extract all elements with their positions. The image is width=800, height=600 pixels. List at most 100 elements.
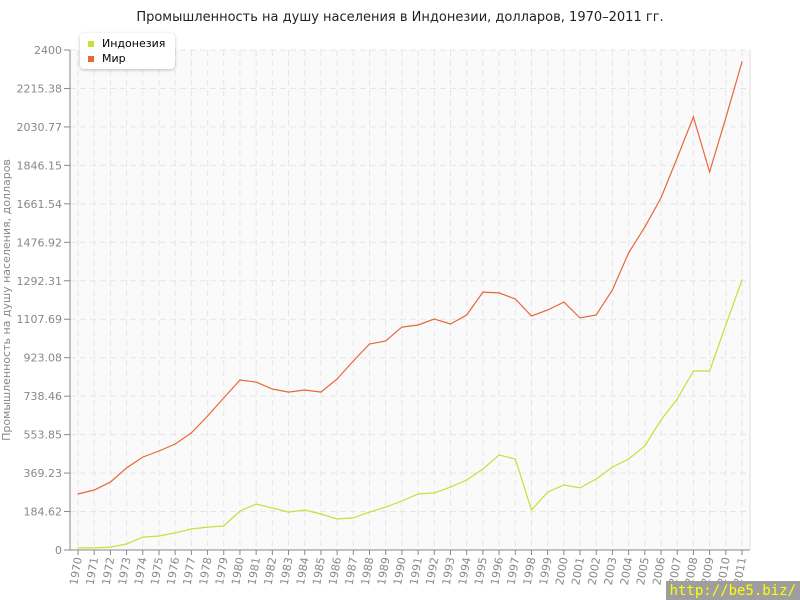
chart-title: Промышленность на душу населения в Индон… [136,10,664,25]
data-point [514,298,516,300]
data-point [401,500,403,502]
legend: Индонезия Мир [80,33,176,69]
data-point [336,518,338,520]
y-tick-label: 1846.15 [17,159,63,172]
x-tick-label: 1971 [83,556,101,586]
data-point [287,511,290,513]
data-point [142,536,144,538]
x-tick-label: 2001 [569,556,587,586]
data-point [466,314,468,316]
x-tick-label: 1990 [391,556,409,586]
data-point [547,491,549,493]
data-point [271,388,273,390]
y-tick-label: 1107.69 [17,313,63,326]
data-point [660,197,662,199]
data-point [498,292,500,294]
data-point [401,326,403,328]
data-point [530,509,533,511]
data-point [466,479,468,481]
data-point [304,509,306,511]
data-point [368,343,371,345]
data-point [239,510,241,512]
data-point [676,398,678,400]
data-point [628,252,630,254]
y-tick-label: 1661.54 [17,198,63,211]
data-point [271,507,273,509]
x-tick-label: 1973 [116,556,134,586]
data-point [741,61,743,63]
data-point [304,389,306,391]
data-point [255,381,257,383]
y-tick-label: 2215.38 [17,82,63,95]
data-point [352,517,354,519]
data-point [206,415,209,417]
data-point [563,301,565,303]
y-tick-label: 738.46 [24,390,63,403]
data-point [77,493,79,495]
x-tick-label: 1996 [488,556,506,586]
data-point [595,478,597,480]
data-point [368,511,371,513]
legend-swatch [88,55,94,62]
x-tick-label: 2003 [602,556,620,586]
x-tick-label: 1991 [407,556,425,586]
data-point [563,484,565,486]
data-point [692,370,695,372]
x-tick-label: 1995 [472,556,490,586]
data-point [255,503,257,505]
x-tick-label: 2000 [553,556,571,586]
data-point [579,487,581,489]
data-point [109,546,111,548]
data-point [190,528,192,530]
series-line-1 [77,61,743,495]
x-tick-label: 1983 [278,556,296,586]
x-tick-label: 1989 [375,556,393,586]
x-tick-label: 1987 [343,556,361,586]
data-point [239,379,241,381]
data-point [336,378,338,380]
data-point [287,391,290,393]
data-point [644,445,646,447]
legend-item-indonesia[interactable]: Индонезия [88,36,165,51]
data-point [206,526,209,528]
x-tick-label: 1981 [245,556,263,586]
x-tick-label: 1977 [181,556,199,586]
data-point [77,547,79,549]
data-point [644,226,646,228]
x-tick-label: 1984 [294,556,312,586]
x-tick-label: 2004 [618,556,636,586]
data-point [709,370,711,372]
data-point [385,340,387,342]
x-tick-label: 1994 [456,556,474,586]
data-point [725,117,727,119]
x-tick-label: 1975 [148,556,166,586]
data-point [709,171,711,173]
data-point [579,317,581,319]
data-point [611,466,614,468]
data-point [692,116,695,118]
data-point [93,489,95,491]
x-tick-label: 2006 [650,556,668,586]
y-tick-label: 1292.31 [17,275,63,288]
x-tick-label: 1997 [505,556,523,586]
x-tick-label: 2008 [683,556,701,586]
x-tick-label: 1993 [440,556,458,586]
x-tick-label: 1999 [537,556,555,586]
data-point [725,324,727,326]
x-tick-label: 1976 [164,556,182,586]
y-tick-label: 2030.77 [17,121,63,134]
data-point [174,443,176,445]
data-point [223,525,225,527]
legend-swatch [88,40,94,47]
y-tick-label: 2400 [34,44,62,57]
data-point [433,318,435,320]
x-tick-label: 1982 [262,556,280,586]
y-tick-label: 0 [55,544,62,557]
y-tick-label: 369.23 [24,467,63,480]
x-tick-label: 2005 [634,556,652,586]
data-point [547,309,549,311]
x-tick-label: 1992 [424,556,442,586]
legend-item-world[interactable]: Мир [88,51,165,66]
x-tick-label: 1979 [213,556,231,586]
